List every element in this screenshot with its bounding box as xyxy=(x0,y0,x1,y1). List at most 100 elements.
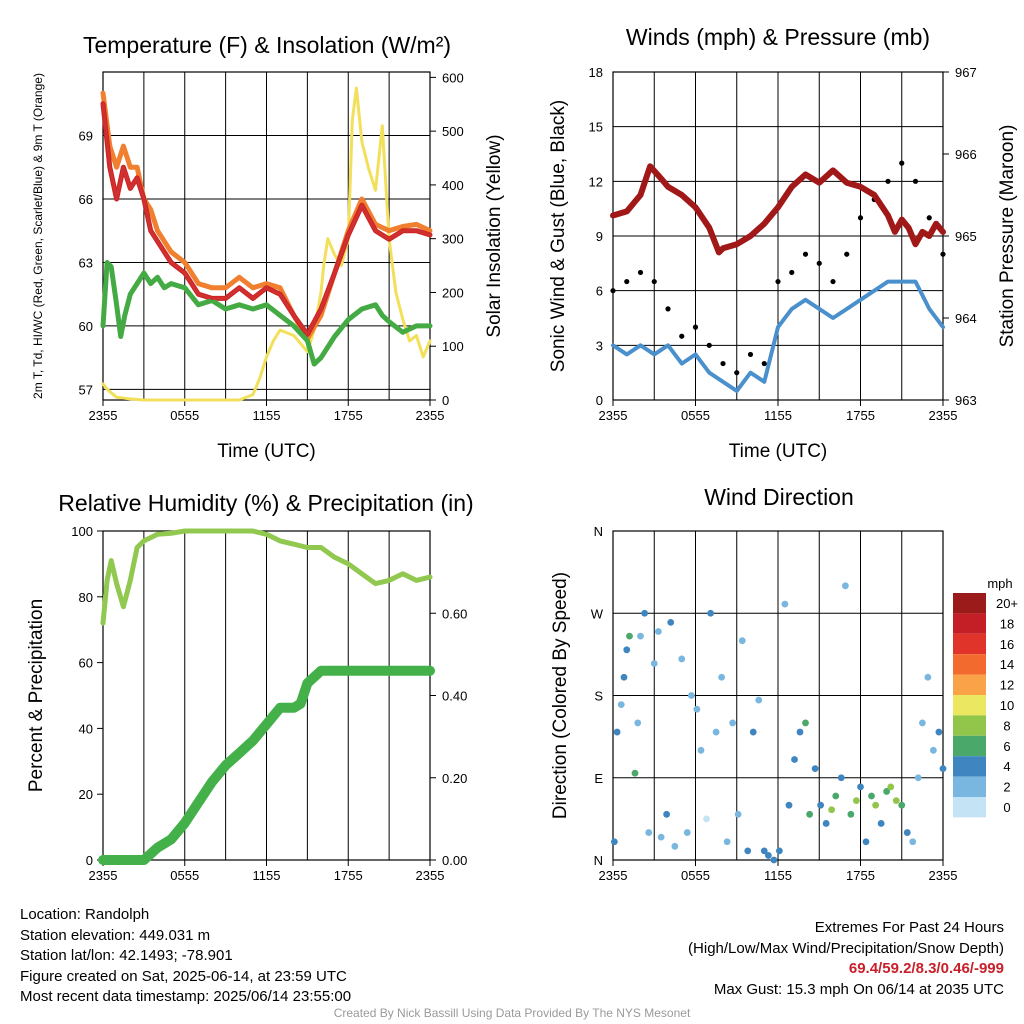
chart3-ytick-right: 0.00 xyxy=(442,853,467,868)
chart2-xtick-label: 1155 xyxy=(764,408,792,423)
chart2-ytick-right: 967 xyxy=(955,65,977,80)
chart4-direction-point xyxy=(703,815,710,823)
chart1-xtick-label: 2355 xyxy=(89,408,118,423)
chart3-ylabel-left: Percent & Precipitation xyxy=(26,599,47,792)
legend-label: 18 xyxy=(1000,616,1014,631)
legend-label: 20+ xyxy=(996,596,1018,611)
chart4-direction-point xyxy=(744,847,752,855)
chart2-ytick-left: 6 xyxy=(596,284,603,299)
chart2-gust-point xyxy=(940,251,946,257)
chart2-xtick-label: 0555 xyxy=(681,408,710,423)
chart4-direction-point xyxy=(678,655,686,663)
chart2-gust-point xyxy=(926,215,932,221)
chart1-xtick-label: 2355 xyxy=(416,408,445,423)
chart1-series-9m-t xyxy=(100,90,433,342)
chart1-ytick-right: 200 xyxy=(442,285,464,300)
chart4-direction-point xyxy=(610,838,618,846)
chart2-ylabel-left: Sonic Wind & Gust (Blue, Black) xyxy=(548,100,569,372)
chart3: 0 20 40 60 80 100 0.00 0.20 0.40 0.60 2355 0555 1155… xyxy=(26,524,467,883)
chart1-title: Temperature (F) & Insolation (W/m²) xyxy=(83,32,451,58)
legend-swatch xyxy=(953,776,986,797)
chart1-ytick-left: 63 xyxy=(79,255,93,270)
legend-label: 16 xyxy=(1000,637,1014,652)
chart1: 57 60 63 66 69 0 100 200 300 400 500 600 2355 0555 115… xyxy=(31,70,505,462)
chart4-direction-point xyxy=(650,660,658,667)
chart4-direction-point xyxy=(729,719,737,727)
chart4-direction-point xyxy=(693,705,701,713)
chart4-direction-point xyxy=(796,728,804,736)
legend-swatch xyxy=(953,613,986,634)
chart1-ytick-right: 400 xyxy=(442,178,464,193)
legend-label: 8 xyxy=(1003,718,1010,733)
chart4-direction-point xyxy=(828,806,836,814)
chart2-ytick-left: 9 xyxy=(596,229,603,244)
chart2-gust-point xyxy=(610,288,616,294)
chart1-xtick-label: 0555 xyxy=(170,408,199,423)
chart2-ytick-left: 12 xyxy=(589,174,603,189)
chart4-title: Wind Direction xyxy=(704,484,854,510)
location-text: Location: Randolph xyxy=(20,906,150,923)
chart2-gust-point xyxy=(747,351,754,358)
chart2-gust-point xyxy=(899,160,905,166)
chart4-direction-point xyxy=(924,673,932,681)
chart2-gust-point xyxy=(637,269,644,276)
chart4-ylabel: Direction (Colored By Speed) xyxy=(550,572,571,819)
chart1-ytick-left: 60 xyxy=(79,319,93,334)
legend-swatch xyxy=(953,715,986,736)
chart4-ytick-label: E xyxy=(594,771,603,786)
chart1-xlabel: Time (UTC) xyxy=(217,441,316,462)
chart4-direction-point xyxy=(734,810,742,818)
chart1-series-solar-insolation xyxy=(101,86,432,402)
chart2-ytick-left: 15 xyxy=(589,120,603,135)
chart4-direction-point xyxy=(620,673,628,681)
chart4-direction-point xyxy=(887,783,895,791)
chart3-ytick-left: 40 xyxy=(79,721,93,736)
chart4-direction-point xyxy=(645,829,653,836)
chart3-series-precip xyxy=(98,665,435,865)
chart2-gust-point xyxy=(734,370,740,376)
legend-label: 6 xyxy=(1003,739,1010,754)
chart2-gust-point xyxy=(651,278,657,285)
chart1-ytick-right: 300 xyxy=(442,232,464,247)
chart4-direction-point xyxy=(738,637,746,645)
chart3-ytick-left: 80 xyxy=(79,590,93,605)
recent-text: Most recent data timestamp: 2025/06/14 2… xyxy=(20,988,352,1005)
legend-swatch xyxy=(953,695,986,716)
chart2-ytick-left: 3 xyxy=(596,338,603,353)
chart4-direction-point xyxy=(872,801,880,809)
chart4-direction-point xyxy=(841,582,849,590)
legend-label: 12 xyxy=(1000,678,1014,693)
chart2-ytick-right: 966 xyxy=(955,147,977,162)
wind-speed-legend: mph 20+ 18 16 14 12 10 8 6 4 2 0 xyxy=(953,576,1018,818)
chart4-direction-point xyxy=(663,810,671,818)
chart2-title: Winds (mph) & Pressure (mb) xyxy=(626,24,930,50)
chart3-ytick-right: 0.60 xyxy=(442,606,467,621)
chart4-direction-point xyxy=(623,646,631,654)
extremes-info: Extremes For Past 24 Hours (High/Low/Max… xyxy=(688,918,1004,1000)
chart2-gust-point xyxy=(679,333,685,339)
created-text: Figure created on Sat, 2025-06-14, at 23… xyxy=(20,967,347,985)
legend-label: 0 xyxy=(1003,800,1010,815)
chart4-xtick-label: 0555 xyxy=(681,868,710,883)
chart1-ylabel-left: 2m T, Td, HI/WC (Red, Green, Scarlet/Blu… xyxy=(31,73,45,399)
chart2-xtick-label: 2355 xyxy=(599,408,628,423)
chart1-ytick-left: 57 xyxy=(79,382,93,397)
chart3-xtick-label: 1755 xyxy=(334,868,363,883)
chart4-direction-point xyxy=(909,838,917,846)
chart2-gust-point xyxy=(912,178,919,184)
chart2-xtick-label: 2355 xyxy=(929,408,958,423)
chart4-direction-point xyxy=(898,801,906,809)
chart4-direction-point xyxy=(918,719,926,727)
chart4-direction-point xyxy=(862,838,870,846)
chart4-direction-point xyxy=(723,838,731,846)
chart1-series-2m-td xyxy=(100,260,433,367)
chart4-direction-point xyxy=(641,609,649,617)
chart2-xlabel: Time (UTC) xyxy=(729,441,828,462)
chart4-direction-point xyxy=(760,847,768,855)
chart4-ytick-label: W xyxy=(591,606,604,621)
chart4-direction-point xyxy=(837,774,845,782)
chart4-direction-point xyxy=(935,728,943,736)
legend-label: 4 xyxy=(1003,759,1010,774)
station-info: Location: Randolph Station elevation: 44… xyxy=(20,905,351,1008)
